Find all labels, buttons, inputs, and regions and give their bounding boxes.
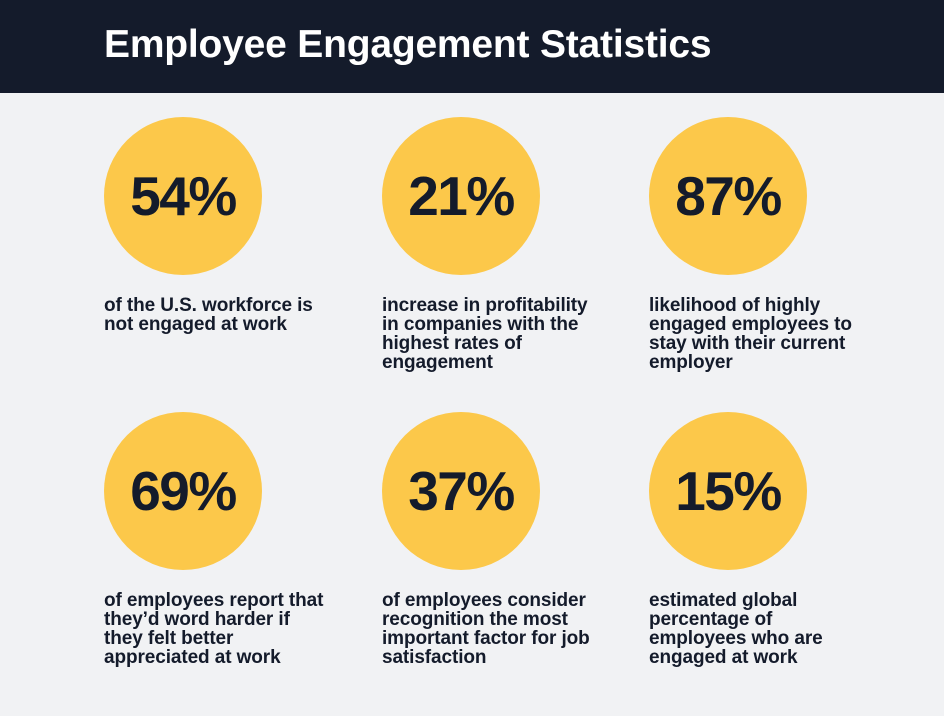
stat-card: 54% of the U.S. workforce is not engaged… <box>104 117 344 334</box>
page-title: Employee Engagement Statistics <box>104 23 712 66</box>
stat-description: of the U.S. workforce is not engaged at … <box>104 295 313 335</box>
stat-value: 15% <box>675 459 782 522</box>
stat-circle: 37% <box>382 412 540 570</box>
stat-card: 15% estimated global percentage of emplo… <box>649 412 889 667</box>
stat-card: 21% increase in profitability in compani… <box>382 117 622 372</box>
stat-card: 87% likelihood of highly engaged employe… <box>649 117 889 372</box>
stat-value: 87% <box>675 164 782 227</box>
stat-card: 69% of employees report that they’d word… <box>104 412 344 667</box>
stat-value: 37% <box>408 459 515 522</box>
stat-circle: 87% <box>649 117 807 275</box>
stat-value: 69% <box>130 459 237 522</box>
stat-value: 54% <box>130 164 237 227</box>
stat-description: estimated global percentage of employees… <box>649 590 823 668</box>
stat-circle: 15% <box>649 412 807 570</box>
stat-description: of employees consider recognition the mo… <box>382 590 590 668</box>
stat-card: 37% of employees consider recognition th… <box>382 412 622 667</box>
stat-description: likelihood of highly engaged employees t… <box>649 295 852 373</box>
stat-description: increase in profitability in companies w… <box>382 295 588 373</box>
stat-circle: 21% <box>382 117 540 275</box>
stat-circle: 54% <box>104 117 262 275</box>
stat-value: 21% <box>408 164 515 227</box>
header-bar: Employee Engagement Statistics <box>0 0 944 93</box>
stat-circle: 69% <box>104 412 262 570</box>
stat-description: of employees report that they’d word har… <box>104 590 324 668</box>
